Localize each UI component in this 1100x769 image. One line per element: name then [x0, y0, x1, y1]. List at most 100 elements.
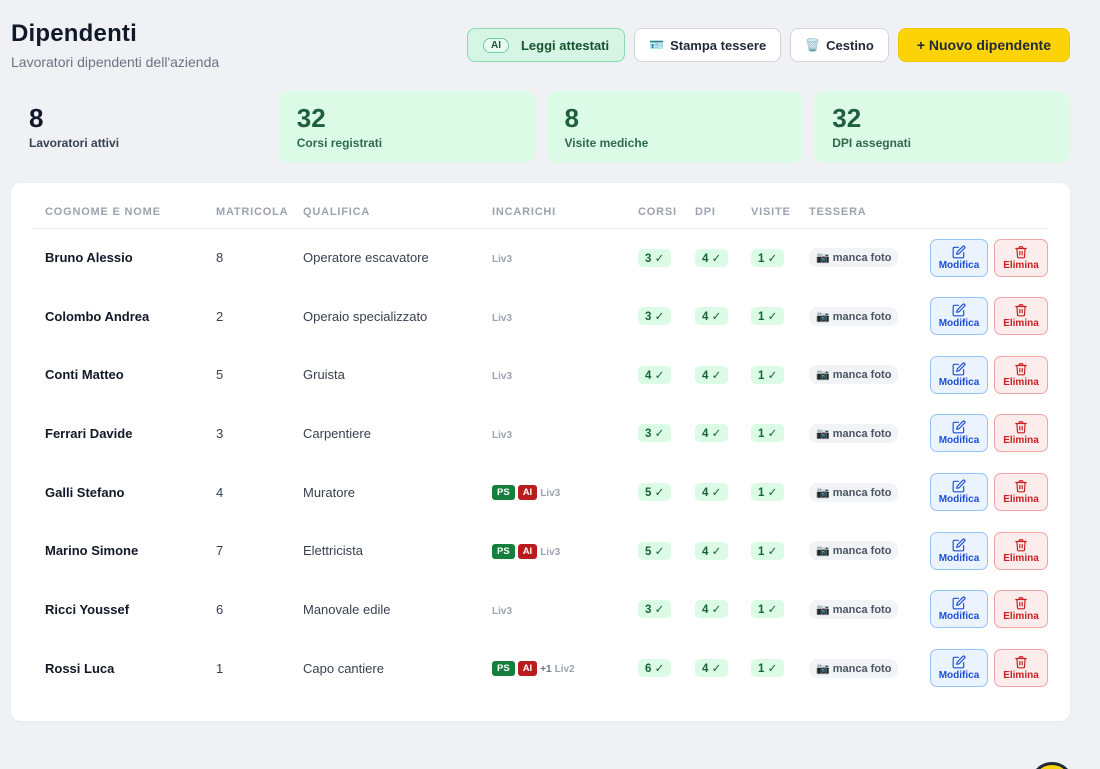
delete-button[interactable]: Elimina — [994, 238, 1048, 277]
row-actions: Modifica Elimina — [901, 228, 1048, 287]
missing-photo-badge: 📷 manca foto — [809, 599, 899, 619]
delete-button[interactable]: Elimina — [994, 414, 1048, 453]
table-row[interactable]: Bruno Alessio 8 Operatore escavatore Liv… — [33, 228, 1048, 287]
delete-button[interactable]: Elimina — [994, 531, 1048, 570]
delete-button[interactable]: Elimina — [994, 297, 1048, 336]
table-row[interactable]: Ricci Youssef 6 Manovale edile Liv3 3 ✓ … — [33, 580, 1048, 639]
page-header: Dipendenti Lavoratori dipendenti dell'az… — [11, 20, 219, 70]
edit-label: Modifica — [938, 611, 980, 623]
employee-ppe: 4 ✓ — [683, 287, 739, 346]
row-actions: Modifica Elimina — [901, 521, 1048, 580]
employee-qualification: Operatore escavatore — [303, 250, 429, 266]
edit-label: Modifica — [938, 318, 980, 330]
trash-icon: 🗑️ — [805, 38, 821, 52]
employee-ppe: 4 ✓ — [683, 404, 739, 463]
missing-photo-badge: 📷 manca foto — [809, 658, 899, 678]
employee-qualification: Manovale edile — [303, 601, 391, 617]
ppe-badge: 4 ✓ — [695, 600, 729, 619]
missing-photo-badge: 📷 manca foto — [809, 541, 899, 561]
edit-button[interactable]: Modifica — [930, 473, 988, 512]
delete-button[interactable]: Elimina — [994, 473, 1048, 512]
row-actions: Modifica Elimina — [901, 639, 1048, 698]
edit-icon — [952, 538, 966, 552]
table-row[interactable]: Rossi Luca 1 Capo cantiere PS AI +1 Liv2 6 … — [33, 639, 1048, 698]
column-header-ppe[interactable]: DPI — [683, 197, 739, 229]
employee-qualification: Operaio specializzato — [303, 308, 428, 324]
employee-visits: 1 ✓ — [739, 228, 797, 287]
stat-label: Corsi registrati — [296, 136, 383, 150]
row-actions: Modifica Elimina — [901, 404, 1048, 463]
trash-icon — [1015, 597, 1027, 610]
employee-visits: 1 ✓ — [739, 463, 797, 522]
employee-name: Rossi Luca — [45, 660, 115, 676]
table-row[interactable]: Galli Stefano 4 Muratore PS AI Liv3 5 ✓ 4 … — [33, 463, 1048, 522]
ppe-badge: 4 ✓ — [695, 483, 729, 502]
delete-button[interactable]: Elimina — [994, 590, 1048, 629]
column-header-name[interactable]: COGNOME E NOME — [33, 197, 204, 229]
employee-card: 📷 manca foto — [797, 287, 901, 346]
employee-ppe: 4 ✓ — [683, 639, 739, 698]
edit-icon — [952, 420, 966, 434]
employee-ppe: 4 ✓ — [683, 463, 739, 522]
employee-ppe: 4 ✓ — [683, 580, 739, 639]
courses-badge: 3 ✓ — [638, 600, 672, 619]
employees-table-card: COGNOME E NOME MATRICOLA QUALIFICA INCAR… — [11, 183, 1070, 721]
edit-button[interactable]: Modifica — [930, 649, 988, 688]
employee-roles: PS AI Liv3 — [480, 521, 626, 580]
employee-name: Galli Stefano — [45, 484, 125, 500]
visits-badge: 1 ✓ — [751, 248, 785, 267]
stat-label: Lavoratori attivi — [29, 136, 120, 150]
visits-badge: 1 ✓ — [751, 659, 785, 678]
employee-roles: PS AI +1 Liv2 — [480, 639, 626, 698]
delete-button[interactable]: Elimina — [994, 355, 1048, 394]
employee-qualification: Muratore — [303, 484, 356, 500]
table-row[interactable]: Colombo Andrea 2 Operaio specializzato L… — [33, 287, 1048, 346]
employee-name: Bruno Alessio — [45, 250, 133, 266]
role-tag-ai: AI — [517, 485, 538, 501]
employee-courses: 3 ✓ — [626, 404, 683, 463]
column-header-visits[interactable]: VISITE — [739, 197, 797, 229]
stat-courses: 32 Corsi registrati — [278, 91, 535, 163]
employee-qualification: Capo cantiere — [303, 660, 384, 676]
column-header-qualification[interactable]: QUALIFICA — [291, 197, 480, 229]
employee-roles: Liv3 — [480, 345, 626, 404]
edit-button[interactable]: Modifica — [930, 297, 988, 336]
column-header-badge-number[interactable]: MATRICOLA — [204, 197, 291, 229]
edit-button[interactable]: Modifica — [930, 238, 988, 277]
courses-badge: 6 ✓ — [638, 659, 672, 678]
edit-label: Modifica — [938, 435, 980, 447]
employee-roles: Liv3 — [480, 228, 626, 287]
employees-table: COGNOME E NOME MATRICOLA QUALIFICA INCAR… — [33, 197, 1048, 698]
edit-button[interactable]: Modifica — [930, 414, 988, 453]
delete-label: Elimina — [1003, 611, 1039, 623]
courses-badge: 3 ✓ — [638, 248, 672, 267]
print-cards-button[interactable]: 🪪 Stampa tessere — [634, 28, 782, 62]
level-label: Liv3 — [492, 605, 513, 617]
role-tag-ai: AI — [517, 543, 538, 559]
delete-button[interactable]: Elimina — [994, 649, 1048, 688]
employee-badge-number: 3 — [216, 425, 224, 441]
new-employee-button[interactable]: + Nuovo dipendente — [897, 28, 1070, 62]
missing-photo-badge: 📷 manca foto — [809, 482, 899, 502]
edit-button[interactable]: Modifica — [930, 590, 988, 629]
column-header-roles[interactable]: INCARICHI — [480, 197, 626, 229]
floating-help-button[interactable] — [1030, 762, 1074, 769]
table-row[interactable]: Ferrari Davide 3 Carpentiere Liv3 3 ✓ 4 … — [33, 404, 1048, 463]
employee-card: 📷 manca foto — [797, 345, 901, 404]
ppe-badge: 4 ✓ — [695, 541, 729, 560]
employee-visits: 1 ✓ — [739, 404, 797, 463]
stats-row: 8 Lavoratori attivi 32 Corsi registrati … — [11, 91, 1070, 163]
column-header-courses[interactable]: CORSI — [626, 197, 683, 229]
read-certificates-button[interactable]: AI Leggi attestati — [466, 28, 626, 62]
employee-name: Conti Matteo — [45, 367, 124, 383]
table-row[interactable]: Conti Matteo 5 Gruista Liv3 4 ✓ 4 ✓ 1 ✓ … — [33, 345, 1048, 404]
edit-button[interactable]: Modifica — [930, 355, 988, 394]
edit-button[interactable]: Modifica — [930, 531, 988, 570]
column-header-card[interactable]: TESSERA — [797, 197, 901, 229]
header-actions: AI Leggi attestati 🪪 Stampa tessere 🗑️ C… — [466, 28, 1070, 62]
table-row[interactable]: Marino Simone 7 Elettricista PS AI Liv3 5 … — [33, 521, 1048, 580]
courses-badge: 5 ✓ — [638, 541, 672, 560]
trash-button[interactable]: 🗑️ Cestino — [790, 28, 889, 62]
missing-photo-badge: 📷 manca foto — [809, 365, 899, 385]
ppe-badge: 4 ✓ — [695, 424, 729, 443]
